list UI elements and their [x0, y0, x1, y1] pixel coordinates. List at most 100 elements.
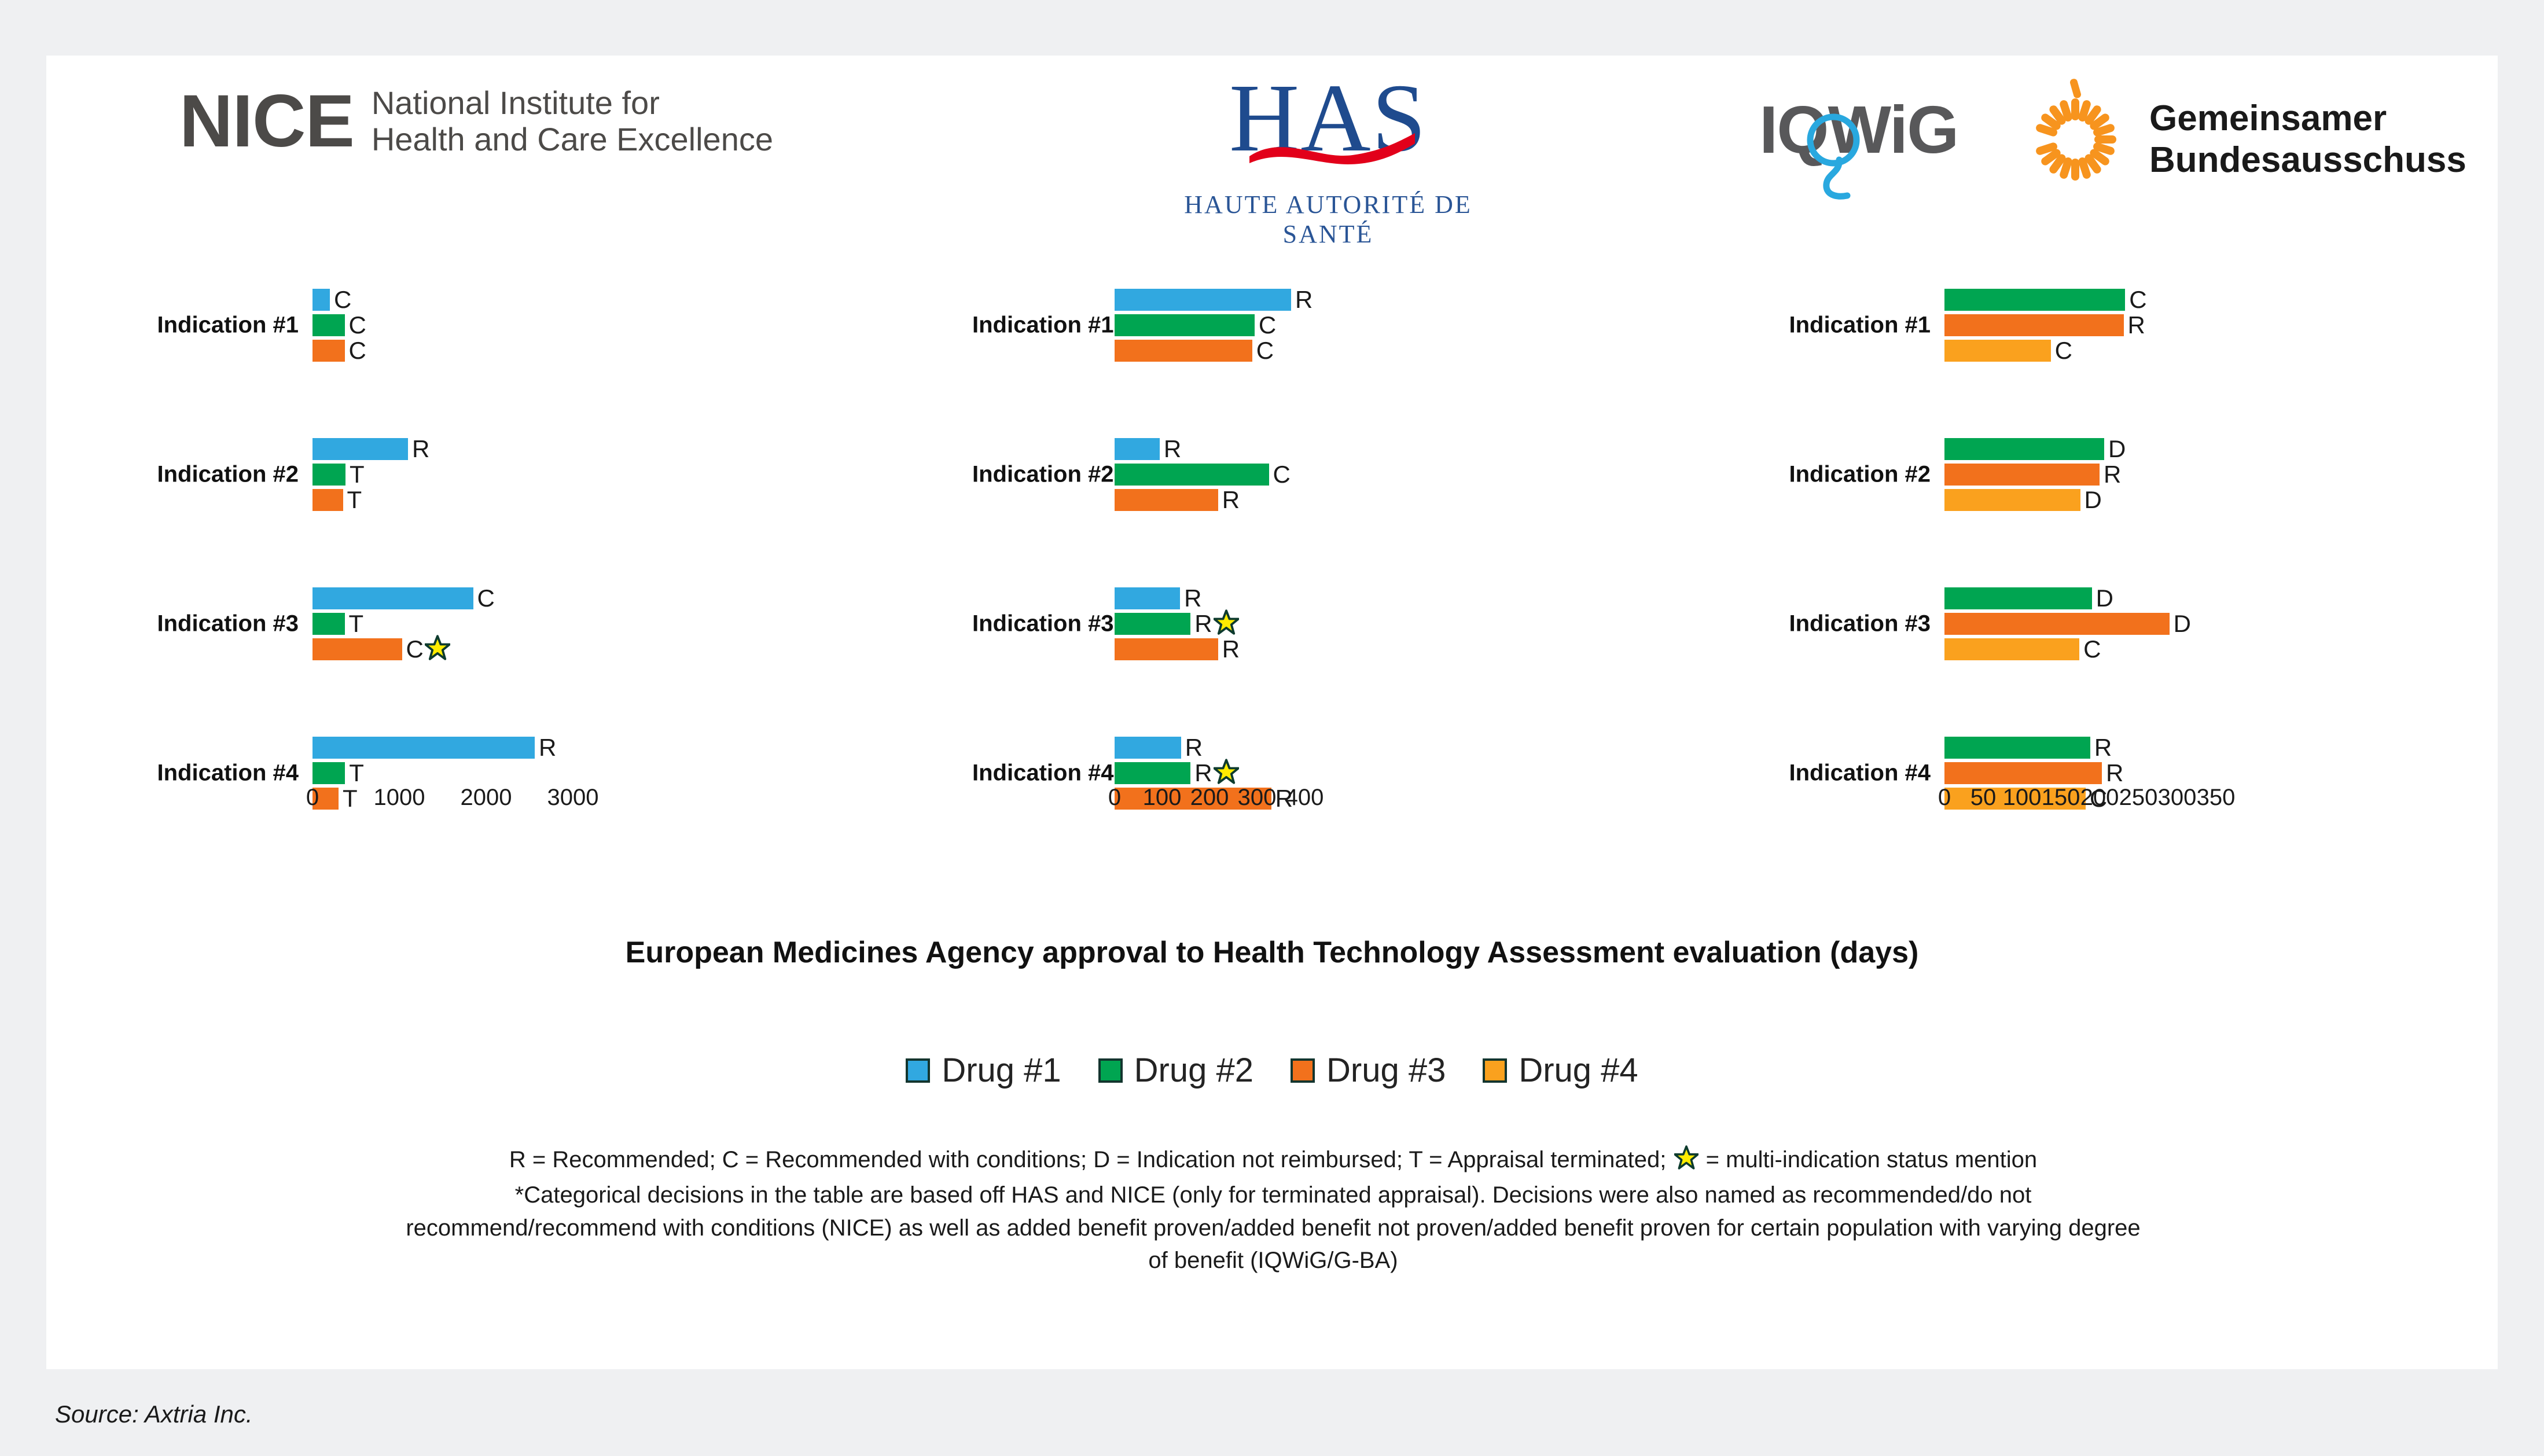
bar[interactable] — [313, 289, 330, 311]
bar[interactable] — [313, 737, 535, 759]
bar-row[interactable]: C — [313, 634, 495, 662]
legend-swatch-icon — [1483, 1058, 1508, 1083]
bar-row[interactable]: R — [1944, 735, 2123, 760]
bar-group: Indication #2 D R D — [1753, 436, 2500, 513]
bar-group: Indication #1 C C C — [81, 287, 972, 363]
bar[interactable] — [1944, 587, 2092, 609]
bar-row[interactable]: R — [1115, 735, 1293, 760]
has-logo: HAS HAUTE AUTORITÉ DE SANTÉ — [1149, 67, 1508, 249]
bar-row[interactable]: T — [313, 487, 429, 513]
bar-status-letter: R — [1184, 584, 1202, 612]
gba-sunburst-icon — [2008, 73, 2141, 206]
bar[interactable] — [313, 438, 408, 460]
bar-status-tag: C — [2055, 339, 2072, 363]
bar[interactable] — [1115, 289, 1292, 311]
bar[interactable] — [1944, 613, 2170, 635]
bar[interactable] — [313, 587, 473, 609]
bar[interactable] — [1115, 737, 1181, 759]
bar-row[interactable]: D — [1944, 487, 2126, 513]
bar[interactable] — [1115, 438, 1160, 460]
bar[interactable] — [1944, 762, 2102, 784]
bar-row[interactable]: C — [313, 586, 495, 611]
bar[interactable] — [1115, 464, 1269, 486]
bar-status-tag: C — [2090, 786, 2107, 811]
bar[interactable] — [1944, 737, 2090, 759]
bar[interactable] — [1944, 314, 2124, 336]
bar-status-letter: R — [1222, 486, 1240, 513]
bar-row[interactable]: C — [313, 312, 366, 338]
chart-panel-has: Indication #1 R C C Indication #2 R C R Indicati… — [972, 275, 1742, 895]
legend-item-4[interactable]: Drug #4 — [1483, 1051, 1638, 1090]
bar-row[interactable]: R — [1115, 436, 1291, 462]
bar-row[interactable]: C — [1115, 312, 1313, 338]
bar-row[interactable]: R — [1115, 586, 1240, 611]
bar-row[interactable]: C — [1944, 287, 2147, 312]
bar[interactable] — [313, 489, 343, 511]
bar[interactable] — [1115, 587, 1181, 609]
bar-status-tag: R — [1185, 736, 1203, 760]
bar-row[interactable]: C — [313, 338, 366, 363]
bar-row[interactable]: R — [1115, 786, 1293, 811]
bar-row[interactable]: D — [1944, 586, 2191, 611]
bar-row[interactable]: R — [1944, 760, 2123, 786]
bar-group: Indication #4 R R R — [972, 735, 1742, 811]
bar-status-tag: R — [1194, 758, 1240, 788]
bar[interactable] — [1115, 638, 1218, 660]
bar-row[interactable]: R — [1115, 287, 1313, 312]
bar-row[interactable]: T — [313, 462, 429, 487]
bar-row[interactable]: C — [1115, 338, 1313, 363]
bar[interactable] — [313, 788, 339, 810]
bar[interactable] — [313, 638, 402, 660]
star-icon — [1212, 609, 1240, 639]
bar-row[interactable]: T — [313, 611, 495, 637]
bar[interactable] — [1944, 489, 2080, 511]
bar-row[interactable]: R — [1115, 637, 1240, 662]
bar[interactable] — [1115, 762, 1191, 784]
bar[interactable] — [1944, 289, 2126, 311]
bar-row[interactable]: R — [1944, 312, 2147, 338]
bar-row[interactable]: C — [1115, 462, 1291, 487]
bar-status-tag: R — [539, 736, 556, 760]
nice-tagline: National Institute for Health and Care E… — [372, 85, 773, 157]
bar[interactable] — [313, 340, 345, 362]
bar[interactable] — [313, 314, 345, 336]
bar[interactable] — [313, 762, 345, 784]
bar[interactable] — [1944, 438, 2105, 460]
bar-row[interactable]: C — [1944, 786, 2123, 811]
bar-row[interactable]: R — [1115, 609, 1240, 639]
bar[interactable] — [1944, 788, 2086, 810]
bar-group: Indication #3 D D C — [1753, 586, 2500, 662]
bar[interactable] — [313, 464, 345, 486]
bar[interactable] — [1115, 314, 1255, 336]
bar-status-letter: D — [2084, 486, 2102, 513]
bar-row[interactable]: C — [1944, 637, 2191, 662]
x-axis-tick-label: 400 — [1285, 785, 1324, 810]
bar[interactable] — [1115, 489, 1218, 511]
legend-item-1[interactable]: Drug #1 — [906, 1051, 1061, 1090]
bar[interactable] — [1115, 788, 1271, 810]
bar-row[interactable]: R — [313, 436, 429, 462]
legend-item-2[interactable]: Drug #2 — [1098, 1051, 1253, 1090]
bar[interactable] — [1115, 340, 1252, 362]
bar-row[interactable]: T — [313, 760, 556, 786]
bar[interactable] — [1115, 613, 1191, 635]
bar-row[interactable]: R — [1115, 758, 1293, 788]
legend-item-3[interactable]: Drug #3 — [1291, 1051, 1446, 1090]
bar-status-letter: R — [2106, 759, 2124, 786]
bar[interactable] — [1944, 340, 2051, 362]
bar[interactable] — [1944, 638, 2080, 660]
bar-row[interactable]: C — [1944, 338, 2147, 363]
bar-row[interactable]: T — [313, 786, 556, 811]
legend-label: Drug #2 — [1134, 1051, 1253, 1089]
bar-status-letter: D — [2173, 610, 2191, 637]
bar-row[interactable]: R — [1115, 487, 1291, 513]
bar-row[interactable]: D — [1944, 611, 2191, 637]
bar-row[interactable]: R — [1944, 462, 2126, 487]
bar[interactable] — [313, 613, 345, 635]
bar-row[interactable]: R — [313, 735, 556, 760]
bar-status-letter: C — [1256, 337, 1274, 364]
bar-row[interactable]: D — [1944, 436, 2126, 462]
bar-row[interactable]: C — [313, 287, 366, 312]
bar[interactable] — [1944, 464, 2100, 486]
